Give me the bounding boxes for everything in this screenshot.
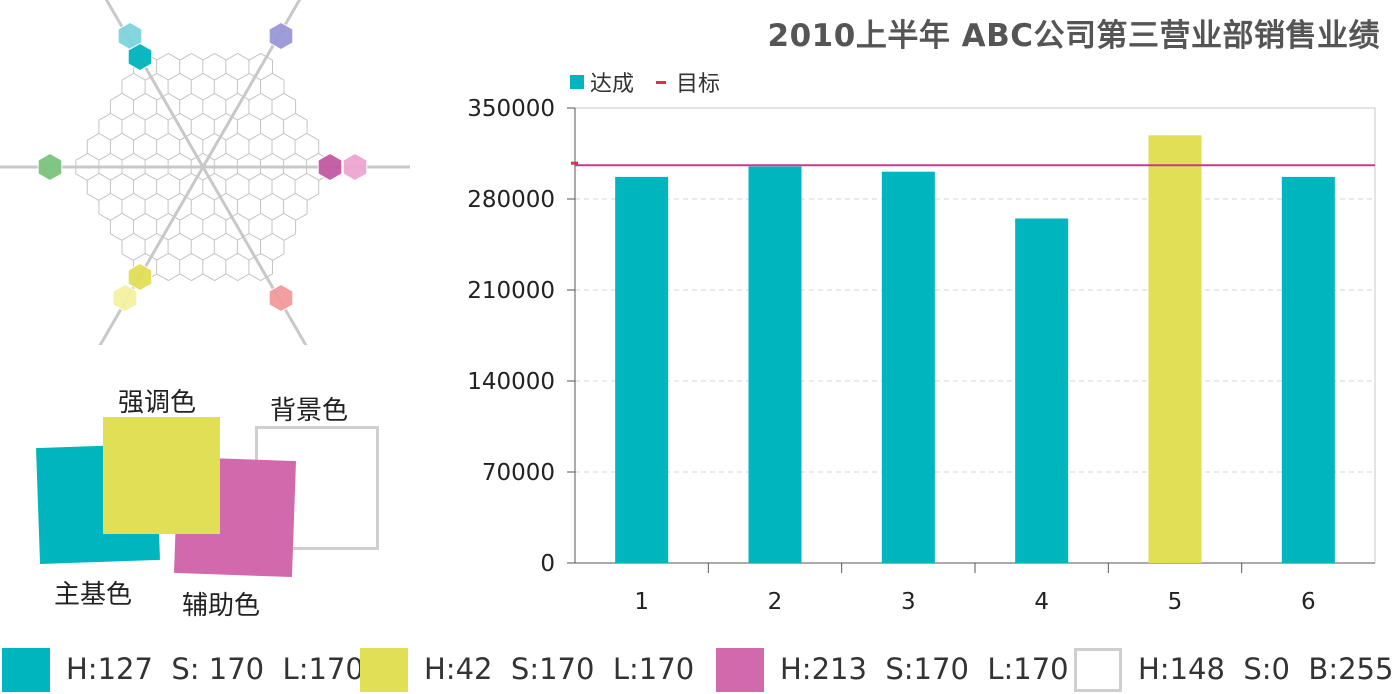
- x-tick-label: 3: [901, 589, 916, 615]
- color-tip: [127, 262, 153, 292]
- auxiliary-label: 辅助色: [182, 591, 261, 621]
- swatch-accent-text: H:42 S:170 L:170: [424, 652, 695, 686]
- y-tick-label: 350000: [467, 96, 555, 122]
- x-tick-label: 6: [1301, 589, 1316, 615]
- legend-swatch-target: [656, 80, 667, 84]
- color-tip: [317, 152, 343, 182]
- bar-3: [881, 171, 935, 563]
- x-tick-label: 4: [1034, 589, 1049, 615]
- color-tip: [342, 152, 368, 182]
- hexagon-color-wheel-icon: [0, 0, 410, 345]
- color-tip: [268, 21, 294, 51]
- x-tick-label: 1: [634, 589, 649, 615]
- color-tip: [37, 152, 63, 182]
- color-tip: [112, 283, 138, 313]
- y-tick-label: 210000: [467, 278, 555, 304]
- bar-4: [1015, 218, 1069, 563]
- chart-title: 2010上半年 ABC公司第三营业部销售业绩: [767, 18, 1380, 54]
- accent-label: 强调色: [118, 388, 197, 418]
- bar-2: [748, 166, 802, 563]
- bar-1: [615, 176, 669, 563]
- y-tick-label: 70000: [482, 460, 555, 486]
- x-tick-label: 5: [1168, 589, 1183, 615]
- legend-label-target: 目标: [676, 72, 721, 97]
- accent-color-card: [103, 417, 220, 534]
- bar-5: [1148, 135, 1202, 564]
- swatch-auxiliary-text: H:213 S:170 L:170: [780, 652, 1069, 686]
- color-swatch-row: H:127 S: 170 L:170 H:42 S:170 L:170 H:21…: [0, 640, 1393, 694]
- swatch-background: [1074, 648, 1122, 692]
- wheel-spoke: [98, 0, 302, 345]
- y-tick-label: 0: [540, 551, 555, 577]
- color-tip: [117, 21, 143, 51]
- plot-area: [574, 107, 1376, 564]
- swatch-auxiliary: [716, 648, 764, 692]
- primary-label: 主基色: [54, 580, 133, 610]
- swatch-accent: [360, 648, 408, 692]
- swatch-primary: [2, 648, 50, 692]
- color-tip: [268, 283, 294, 313]
- legend-swatch-achieved: [570, 75, 584, 89]
- y-tick-label: 280000: [467, 187, 555, 213]
- bar-6: [1281, 176, 1335, 563]
- chart-legend: 达成 目标: [570, 66, 720, 98]
- background-label: 背景色: [270, 396, 349, 426]
- bar-chart: 0 70000 140000 210000 280000 350000 1 2 3 4 5 6: [467, 96, 1376, 615]
- legend-label-achieved: 达成: [590, 72, 635, 97]
- y-tick-label: 140000: [467, 369, 555, 395]
- color-tip: [127, 42, 153, 72]
- x-tick-label: 2: [768, 589, 783, 615]
- swatch-background-text: H:148 S:0 B:255: [1138, 652, 1393, 686]
- swatch-primary-text: H:127 S: 170 L:170: [66, 652, 364, 686]
